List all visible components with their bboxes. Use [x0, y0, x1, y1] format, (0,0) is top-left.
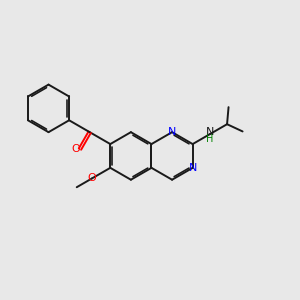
Text: N: N [188, 163, 197, 173]
Text: H: H [206, 134, 214, 144]
Text: N: N [206, 128, 214, 137]
Text: O: O [87, 173, 96, 183]
Text: N: N [168, 127, 176, 137]
Text: O: O [72, 144, 80, 154]
